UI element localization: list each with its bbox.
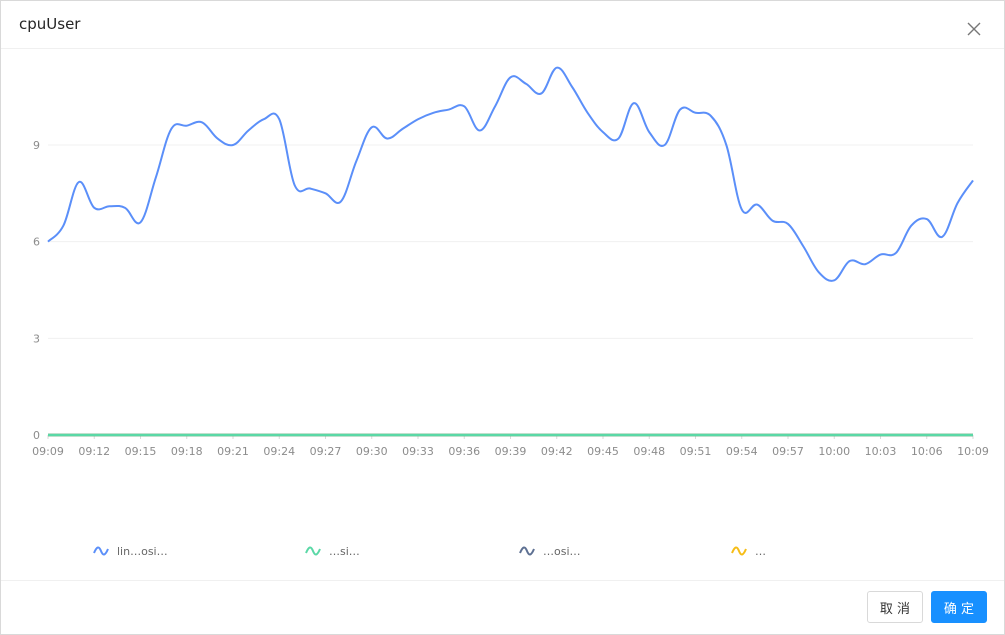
x-tick-label: 09:12 bbox=[78, 445, 110, 458]
dialog-title: cpuUser bbox=[19, 15, 81, 33]
x-tick-label: 09:27 bbox=[310, 445, 342, 458]
legend-swatch bbox=[305, 546, 321, 556]
x-tick-label: 09:57 bbox=[772, 445, 804, 458]
x-tick-label: 09:30 bbox=[356, 445, 388, 458]
x-tick-label: 09:21 bbox=[217, 445, 249, 458]
y-tick-label: 9 bbox=[33, 139, 40, 152]
legend-swatch bbox=[519, 546, 535, 556]
x-tick-label: 09:15 bbox=[125, 445, 157, 458]
y-tick-label: 6 bbox=[33, 236, 40, 249]
legend-item-1[interactable]: lin…osi… bbox=[93, 543, 275, 559]
series-line-1 bbox=[47, 66, 974, 282]
chart-legend: lin…osi… …si… …osi… … bbox=[1, 537, 1004, 565]
y-tick-label: 3 bbox=[33, 332, 40, 345]
x-tick-label: 09:42 bbox=[541, 445, 573, 458]
x-tick-label: 09:45 bbox=[587, 445, 619, 458]
x-tick-label: 09:48 bbox=[633, 445, 665, 458]
header-divider bbox=[1, 48, 1004, 49]
series-line-icon bbox=[519, 546, 535, 556]
line-chart: 0 3 6 9 09:09 09:12 09:15 09:18 09:21 09:24 09:27 0… bbox=[1, 49, 1004, 501]
legend-label: … bbox=[755, 544, 766, 558]
legend-label: …osi… bbox=[543, 544, 581, 558]
chart-canvas: 0 3 6 9 09:09 09:12 09:15 09:18 09:21 09:24 09:27 0… bbox=[32, 66, 989, 458]
x-tick-label: 09:39 bbox=[495, 445, 527, 458]
x-tick-label: 09:36 bbox=[448, 445, 480, 458]
x-tick-label: 09:51 bbox=[680, 445, 712, 458]
legend-item-4[interactable]: … bbox=[731, 543, 917, 559]
x-tick-label: 10:06 bbox=[911, 445, 943, 458]
y-tick-label: 0 bbox=[33, 429, 40, 442]
x-tick-label: 09:33 bbox=[402, 445, 434, 458]
x-tick-label: 09:54 bbox=[726, 445, 758, 458]
ok-button[interactable]: 确 定 bbox=[931, 591, 987, 623]
legend-item-3[interactable]: …osi… bbox=[519, 543, 705, 559]
x-tick-label: 10:03 bbox=[865, 445, 897, 458]
legend-swatch bbox=[731, 546, 747, 556]
series-line-icon bbox=[93, 546, 109, 556]
legend-swatch bbox=[93, 546, 109, 556]
legend-label: lin…osi… bbox=[117, 544, 168, 558]
x-tick-label: 09:18 bbox=[171, 445, 203, 458]
series-line-icon bbox=[731, 546, 747, 556]
cancel-button[interactable]: 取 消 bbox=[867, 591, 923, 623]
x-tick-label: 10:09 bbox=[957, 445, 989, 458]
footer-divider bbox=[1, 580, 1004, 581]
x-tick-label: 10:00 bbox=[818, 445, 850, 458]
legend-label: …si… bbox=[329, 544, 360, 558]
x-tick-label: 09:09 bbox=[32, 445, 64, 458]
legend-item-2[interactable]: …si… bbox=[305, 543, 491, 559]
x-tick-label: 09:24 bbox=[263, 445, 295, 458]
series-line-icon bbox=[305, 546, 321, 556]
close-icon[interactable] bbox=[964, 19, 984, 39]
